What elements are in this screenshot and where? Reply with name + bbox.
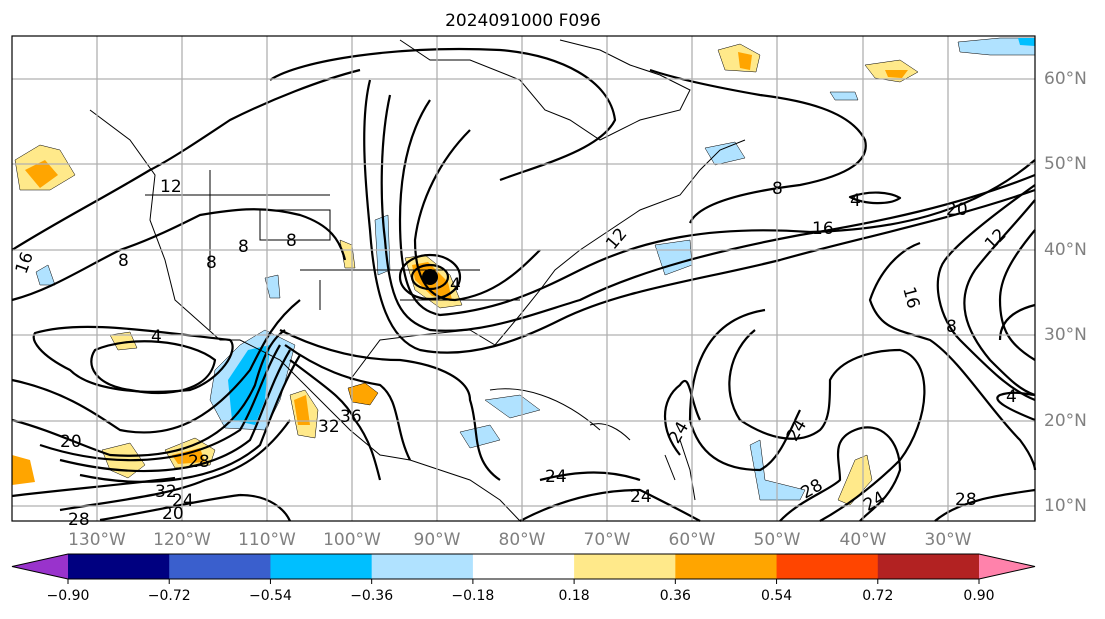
colorbar-segment: [574, 554, 676, 579]
colorbar-tick-label: −0.90: [47, 588, 90, 604]
latitude-labels: 60°N 50°N 40°N 30°N 20°N 10°N: [1044, 69, 1087, 516]
contour-label: 4: [1006, 387, 1017, 407]
contour-label: 36: [340, 407, 362, 427]
colorbar-segment: [270, 554, 373, 579]
contour-label: 32: [155, 482, 177, 502]
colorbar-segment: [776, 554, 879, 579]
lon-label: 110°W: [238, 530, 296, 550]
contour-label: 24: [545, 467, 567, 487]
colorbar-segment: [675, 554, 778, 579]
lon-label: 90°W: [414, 530, 461, 550]
storm-center-marker: [422, 269, 438, 285]
lat-label: 20°N: [1044, 411, 1087, 431]
colorbar-tick-label: −0.72: [148, 588, 191, 604]
lat-label: 30°N: [1044, 325, 1087, 345]
lon-label: 60°W: [669, 530, 716, 550]
lon-label: 120°W: [153, 530, 211, 550]
contour-label: 4: [850, 191, 861, 211]
contour-label: 28: [68, 510, 90, 530]
colorbar-tick-label: 0.36: [660, 588, 691, 604]
colorbar-tick-label: 0.18: [559, 588, 590, 604]
contour-label: 28: [188, 452, 210, 472]
contour-label: 20: [60, 432, 82, 452]
contour-label: 8: [118, 251, 129, 271]
lon-label: 30°W: [925, 530, 972, 550]
lat-label: 50°N: [1044, 154, 1087, 174]
lat-label: 40°N: [1044, 240, 1087, 260]
colorbar-tick-label: −0.36: [350, 588, 393, 604]
lon-label: 100°W: [323, 530, 381, 550]
contour-label: 28: [955, 490, 977, 510]
contour-label: 16: [812, 219, 834, 239]
map-area: 12 16 8 8 8 8 4 20 28 32 24 20 28 32 36 …: [11, 35, 1037, 530]
colorbar-segment: [371, 554, 474, 579]
contour-label: 8: [286, 231, 297, 251]
contour-label: 20: [162, 504, 184, 524]
lon-label: 40°W: [840, 530, 887, 550]
colorbar-tick-label: 0.54: [761, 588, 792, 604]
colorbar-extend-max: [979, 554, 1035, 579]
colorbar-segment: [472, 554, 575, 579]
colorbar-tick-label: 0.90: [963, 588, 994, 604]
graticule: [12, 36, 1035, 521]
lon-label: 130°W: [68, 530, 126, 550]
contours: [11, 47, 1037, 522]
contour-label: 8: [238, 237, 249, 257]
lon-label: 70°W: [584, 530, 631, 550]
contour-label: 8: [206, 253, 217, 273]
contour-label: 4: [450, 275, 461, 295]
longitude-labels: 130°W 120°W 110°W 100°W 90°W 80°W 70°W 6…: [68, 530, 972, 550]
lon-label: 50°W: [754, 530, 801, 550]
contour-label: 8: [946, 317, 957, 337]
contour-label: 32: [318, 417, 340, 437]
lat-label: 10°N: [1044, 496, 1087, 516]
contour-label: 8: [772, 179, 783, 199]
colorbar-tick-label: −0.18: [451, 588, 494, 604]
contour-label: 12: [160, 177, 182, 197]
colorbar: −0.90 −0.72 −0.54 −0.36 −0.18 0.18 0.36 0.54 0.7…: [11, 553, 1036, 604]
colorbar-tick-label: 0.72: [862, 588, 893, 604]
contour-label: 24: [172, 491, 194, 511]
lat-label: 60°N: [1044, 69, 1087, 89]
contour-label: 4: [151, 327, 162, 347]
colorbar-segment: [169, 554, 271, 579]
contour-label: 24: [630, 487, 652, 507]
map-frame: [11, 35, 1036, 522]
colorbar-segment: [877, 554, 980, 579]
colorbar-segment: [68, 554, 170, 579]
colorbar-extend-min: [12, 554, 68, 579]
colorbar-tick-label: −0.54: [249, 588, 292, 604]
figure-title: 2024091000 F096: [445, 11, 601, 31]
contour-label: 20: [946, 200, 968, 220]
lon-label: 80°W: [499, 530, 546, 550]
